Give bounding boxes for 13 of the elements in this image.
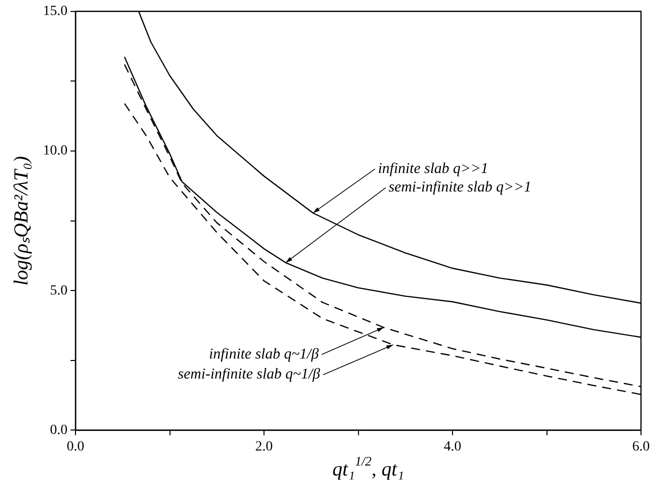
annotation: semi-infinite slab q~1/β (178, 366, 321, 383)
annotation: infinite slab q>>1 (378, 160, 488, 177)
x-tick-label: 0.0 (66, 439, 84, 454)
annotation: semi-infinite slab q>>1 (388, 180, 532, 196)
y-tick-label: 15.0 (43, 4, 68, 20)
y-axis-title: log(ρₛQBa²/λT₀) (10, 156, 32, 286)
y-tick-label: 5.0 (50, 283, 68, 298)
y-tick-label: 10.0 (43, 144, 68, 159)
x-tick-label: 4.0 (444, 439, 462, 454)
x-tick-label: 2.0 (255, 439, 273, 454)
y-tick-label: 0.0 (50, 422, 68, 438)
x-tick-label: 6.0 (632, 439, 650, 454)
annotation: infinite slab q~1/β (208, 346, 320, 362)
